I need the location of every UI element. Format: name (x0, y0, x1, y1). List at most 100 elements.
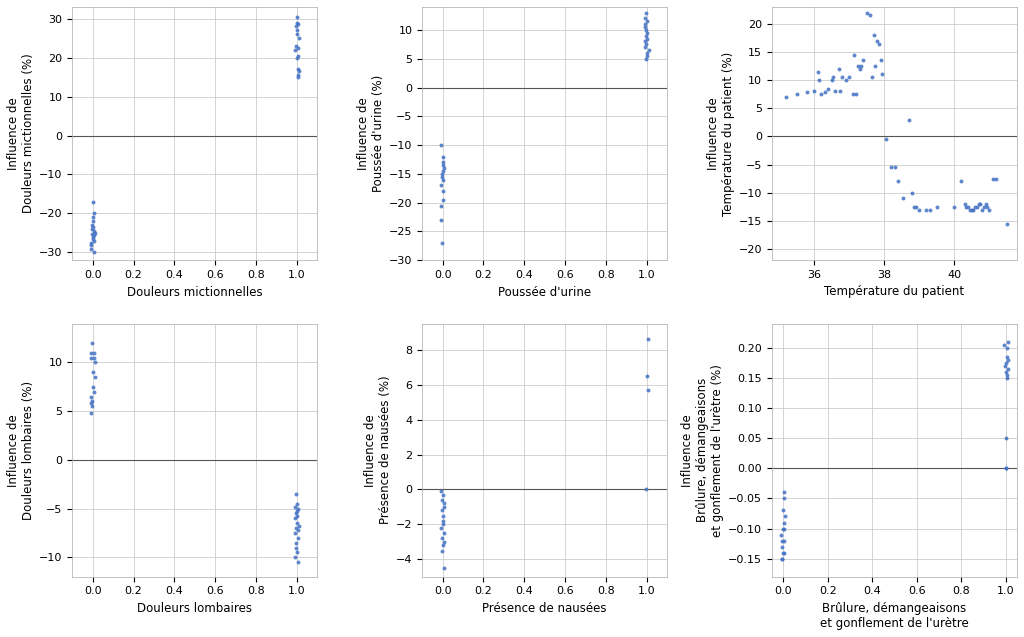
Point (862, 10, 879, 20)
Point (998, 463, 1015, 473)
Point (433, 495, 450, 505)
Point (290, 70, 306, 80)
Point (435, 175, 452, 185)
Point (820, 83, 837, 94)
Point (971, 199, 987, 209)
Point (86, 348, 102, 358)
Point (998, 463, 1015, 473)
Point (433, 523, 450, 533)
Point (887, 162, 903, 173)
Point (436, 502, 453, 512)
X-axis label: Douleurs lombaires: Douleurs lombaires (137, 602, 252, 615)
Point (84, 338, 100, 348)
Point (788, 89, 805, 99)
Point (998, 369, 1015, 380)
Point (641, 45, 657, 55)
Point (433, 201, 450, 211)
Point (86, 372, 102, 382)
X-axis label: Douleurs mictionnelles: Douleurs mictionnelles (127, 285, 263, 299)
Point (435, 160, 452, 170)
Point (84, 396, 100, 406)
Point (640, 334, 656, 345)
Point (813, 89, 829, 99)
Point (774, 524, 791, 534)
Y-axis label: Influence de
Brûlure, démangeaisons
et gonflement de l'urètre (%): Influence de Brûlure, démangeaisons et g… (681, 364, 724, 536)
Y-axis label: Influence de
Douleurs lombaires (%): Influence de Douleurs lombaires (%) (7, 380, 35, 520)
Point (979, 202, 995, 212)
Point (972, 199, 988, 209)
Point (823, 75, 840, 85)
Point (83, 352, 99, 362)
Point (86, 230, 102, 240)
Point (999, 352, 1016, 362)
X-axis label: Poussée d'urine: Poussée d'urine (498, 285, 591, 299)
Point (83, 398, 99, 408)
Point (637, 22, 653, 32)
Point (816, 87, 833, 97)
Point (435, 166, 452, 176)
Point (868, 36, 885, 46)
Point (85, 222, 101, 233)
Point (433, 505, 450, 515)
Point (890, 176, 906, 187)
Point (974, 204, 990, 215)
Point (86, 357, 102, 368)
Point (988, 173, 1005, 183)
Point (83, 240, 99, 250)
Point (289, 512, 305, 522)
Point (289, 505, 305, 515)
Point (435, 498, 452, 508)
Point (953, 176, 970, 187)
Point (433, 215, 450, 225)
Point (436, 163, 453, 173)
Point (289, 25, 305, 36)
Point (287, 552, 303, 562)
Point (956, 199, 973, 209)
Point (83, 408, 99, 419)
X-axis label: Brûlure, démangeaisons
et gonflement de l'urètre: Brûlure, démangeaisons et gonflement de … (820, 602, 969, 630)
Point (845, 89, 861, 99)
Point (959, 202, 976, 212)
Point (775, 517, 792, 527)
Point (997, 357, 1014, 368)
Point (825, 72, 842, 82)
Point (851, 64, 867, 74)
Point (435, 510, 452, 520)
Point (895, 193, 911, 203)
Point (776, 493, 793, 503)
Point (434, 171, 451, 182)
Point (85, 232, 101, 242)
Point (432, 180, 449, 190)
Point (999, 355, 1016, 365)
Point (289, 29, 305, 39)
Point (637, 13, 653, 24)
Point (289, 499, 305, 509)
Point (86, 226, 102, 236)
X-axis label: Présence de nausées: Présence de nausées (482, 602, 607, 615)
Point (870, 38, 887, 48)
Point (290, 72, 306, 82)
Point (85, 382, 101, 392)
Point (434, 533, 451, 543)
Point (436, 537, 453, 547)
Point (639, 34, 655, 44)
Point (84, 367, 100, 377)
Point (833, 86, 849, 96)
Point (85, 197, 101, 207)
Point (637, 19, 653, 29)
Point (981, 204, 997, 215)
Point (639, 371, 655, 381)
Point (290, 503, 306, 513)
Point (288, 538, 304, 548)
Point (435, 490, 452, 500)
Point (637, 42, 653, 52)
Point (85, 234, 101, 244)
Point (637, 8, 653, 18)
Point (853, 61, 869, 71)
Point (775, 548, 792, 558)
Point (436, 528, 453, 538)
Point (85, 216, 101, 226)
Point (433, 545, 450, 555)
Point (774, 554, 791, 564)
Point (998, 218, 1015, 229)
